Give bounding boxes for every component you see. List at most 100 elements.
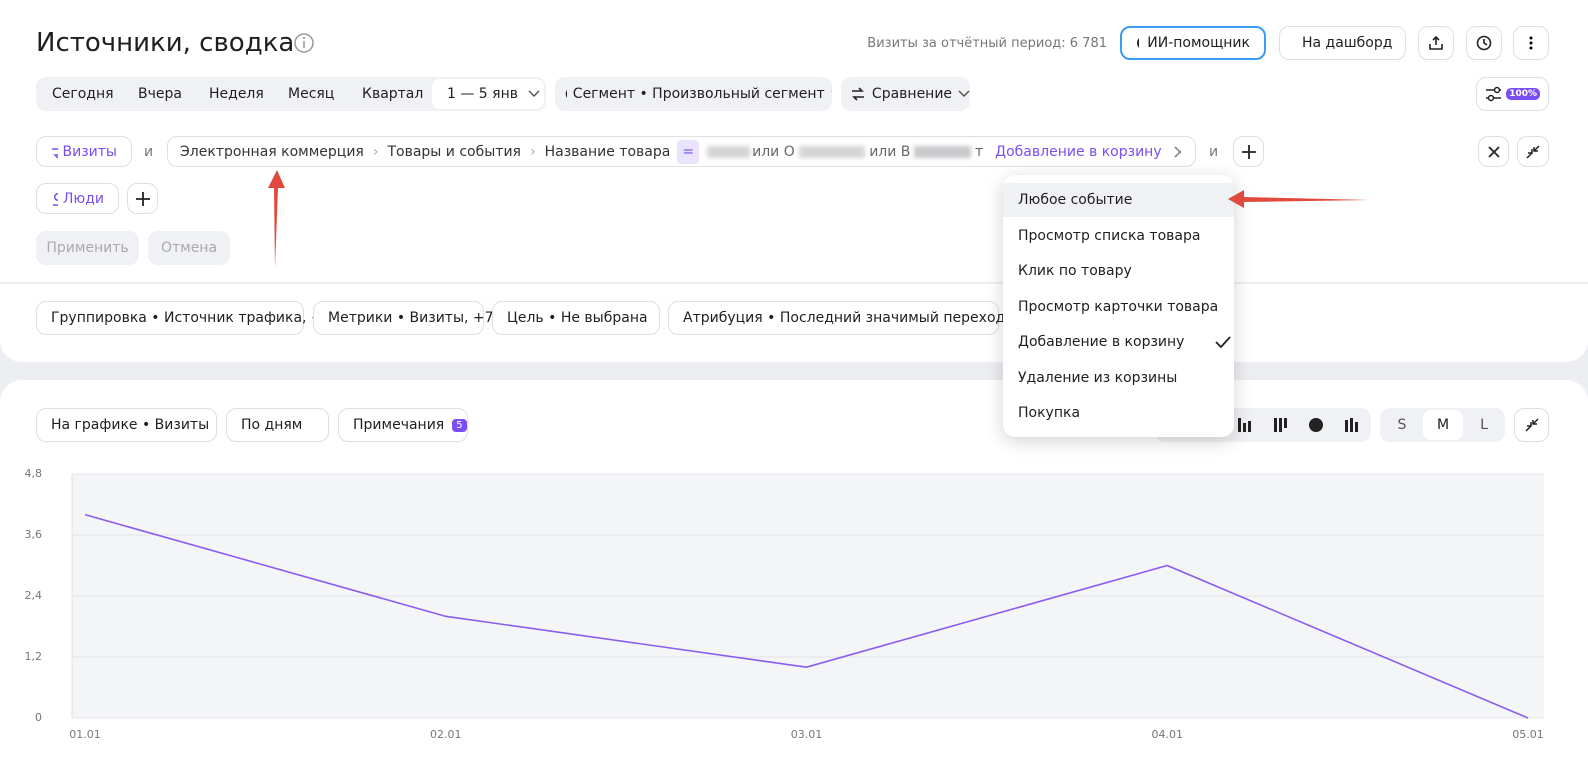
dropdown-item[interactable]: Просмотр списка товара: [1018, 227, 1201, 244]
dropdown-item[interactable]: Добавление в корзину: [1018, 334, 1185, 350]
notes-label: Примечания: [353, 417, 445, 433]
apply-button[interactable]: Применить: [36, 231, 139, 265]
y-tick-label: 2,4: [25, 589, 43, 602]
breadcrumb: Товары и события: [387, 143, 521, 160]
x-tick-label: 01.01: [69, 728, 101, 741]
period-option[interactable]: Сегодня: [52, 86, 114, 102]
period-option[interactable]: Квартал: [362, 86, 424, 102]
remove-icon[interactable]: [1174, 145, 1181, 158]
plus-icon: [1241, 144, 1256, 159]
plus-icon: [135, 191, 150, 206]
value-fragment: или О: [752, 143, 795, 160]
dropdown-item[interactable]: Просмотр карточки товара: [1018, 298, 1219, 315]
info-icon[interactable]: [293, 32, 315, 54]
close-filter[interactable]: [1478, 136, 1509, 167]
y-tick-label: 1,2: [25, 650, 43, 663]
sampling-badge: 100%: [1506, 88, 1540, 100]
people-filter[interactable]: Люди: [36, 183, 119, 214]
sampling-button[interactable]: 100%: [1476, 77, 1549, 111]
segment-label: Сегмент • Произвольный сегмент: [572, 86, 825, 102]
metric-select[interactable]: На графике • Визиты: [36, 408, 217, 442]
compare-icon: [52, 145, 58, 159]
dropdown-item[interactable]: Любое событие: [1003, 183, 1234, 217]
visits-label: Визиты: [62, 143, 117, 160]
collapse-icon: [1526, 144, 1540, 159]
period-option[interactable]: Неделя: [209, 86, 264, 102]
ai-label: ИИ-помощник: [1147, 35, 1250, 51]
size-option[interactable]: S: [1397, 417, 1407, 433]
settings-chip[interactable]: Группировка • Источник трафика, +2: [36, 301, 332, 335]
visits-filter[interactable]: Визиты: [36, 136, 132, 167]
comparison-button[interactable]: Сравнение: [841, 77, 970, 111]
grouping-select[interactable]: По дням: [226, 408, 329, 442]
collapse-chart[interactable]: [1514, 408, 1549, 442]
blurred-text: [798, 145, 866, 158]
visits-summary: Визиты за отчётный период: 6 781: [867, 35, 1107, 51]
breadcrumb: Название товара: [544, 143, 671, 160]
settings-label: Цель • Не выбрана: [507, 310, 648, 326]
clock-icon: [1476, 35, 1492, 51]
check-mark: [1200, 325, 1431, 359]
dashboard-label: На дашборд: [1302, 35, 1393, 51]
add-people[interactable]: [127, 183, 158, 214]
date-range[interactable]: 1 — 5 янв: [432, 79, 544, 109]
period-option[interactable]: Месяц: [288, 86, 335, 102]
settings-chip[interactable]: Метрики • Визиты, +7: [313, 301, 494, 335]
line-chart: 0 1,2 2,4 3,6 4,8 01.01 02.01 03.01 04.01 05.01: [25, 467, 1544, 741]
period-option[interactable]: Вчера: [138, 86, 182, 102]
segment-button[interactable]: Сегмент • Произвольный сегмент: [555, 77, 832, 111]
page-title: Источники, сводка: [36, 28, 295, 58]
compare-icon: [852, 87, 864, 101]
notes-button[interactable]: Примечания 5: [338, 408, 468, 442]
grouping-label: По дням: [241, 417, 303, 433]
blurred-text: [914, 145, 972, 158]
metric-label: На графике • Визиты: [51, 417, 210, 433]
and-label: и: [1209, 143, 1219, 160]
settings-label: Метрики • Визиты, +7: [328, 310, 494, 326]
sep: ›: [529, 143, 536, 160]
dropdown-item[interactable]: Покупка: [1018, 405, 1081, 421]
chevron: [958, 90, 970, 98]
blurred-text: [707, 145, 751, 158]
condition-chip[interactable]: Электронная коммерция › Товары и события › Н…: [167, 136, 1196, 167]
value-fragment: или В: [869, 143, 911, 160]
event-dropdown: Любое событие Просмотр списка товара Клик …: [1003, 175, 1234, 437]
cancel-button[interactable]: Отмена: [148, 231, 230, 265]
size-option[interactable]: M: [1423, 410, 1463, 440]
more-button[interactable]: [1513, 26, 1549, 60]
collapse-filter[interactable]: [1517, 136, 1549, 167]
y-tick-label: 0: [35, 711, 42, 724]
chart-type-icons[interactable]: [1235, 415, 1365, 435]
ai-button[interactable]: ИИ-помощник: [1120, 26, 1266, 60]
series-line: [84, 513, 1529, 719]
x-tick-label: 03.01: [791, 728, 823, 741]
share-button[interactable]: [1418, 26, 1454, 60]
settings-label: Атрибуция • Последний значимый переход: [683, 310, 1006, 326]
dots-icon: [1529, 36, 1533, 50]
breadcrumb: Электронная коммерция: [180, 143, 364, 160]
and-label: и: [144, 143, 154, 160]
notes-badge: 5: [452, 418, 467, 432]
close-icon: [1487, 145, 1500, 158]
event-value[interactable]: Добавление в корзину: [995, 143, 1162, 160]
people-label: Люди: [62, 190, 104, 207]
add-condition[interactable]: [1233, 136, 1264, 167]
ai-icon: [1137, 37, 1140, 49]
history-button[interactable]: [1466, 26, 1502, 60]
settings-chip[interactable]: Цель • Не выбрана: [492, 301, 660, 335]
dashboard-button[interactable]: На дашборд: [1279, 26, 1406, 60]
chevron: [528, 90, 540, 98]
settings-chip[interactable]: Атрибуция • Последний значимый переход: [668, 301, 1005, 335]
chevron: [831, 90, 832, 93]
y-tick-label: 4,8: [25, 467, 43, 480]
dropdown-item[interactable]: Удаление из корзины: [1018, 369, 1178, 386]
x-tick-label: 05.01: [1512, 728, 1544, 741]
pie-icon: [565, 90, 567, 98]
size-option[interactable]: L: [1480, 417, 1488, 433]
dropdown-item[interactable]: Клик по товару: [1018, 263, 1132, 279]
check-icon: [1215, 336, 1231, 348]
person-icon: [53, 192, 58, 206]
value-fragment: т: [975, 143, 984, 160]
settings-label: Группировка • Источник трафика, +2: [51, 310, 332, 326]
